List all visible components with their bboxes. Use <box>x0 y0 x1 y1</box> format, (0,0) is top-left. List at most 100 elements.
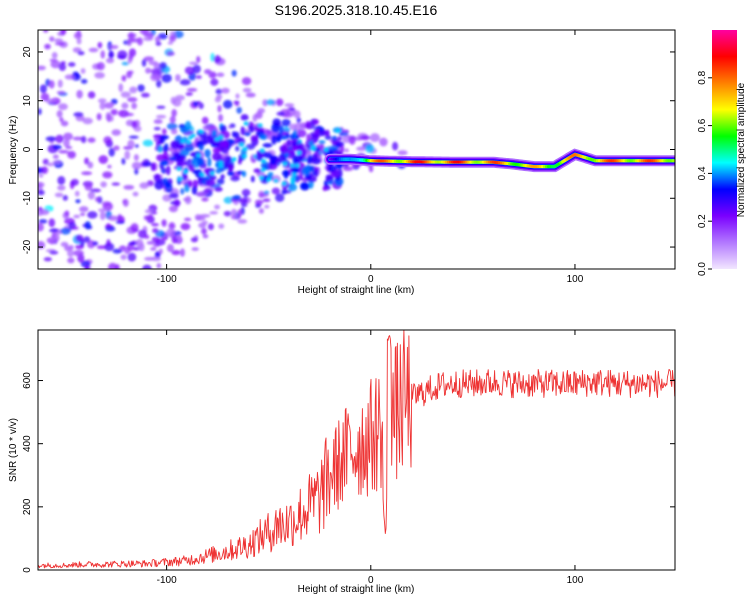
spectral-blob <box>107 215 119 221</box>
spectral-blob <box>59 117 64 122</box>
spectral-peak <box>231 157 237 162</box>
spectral-blob <box>48 80 55 89</box>
colorbar-scale <box>712 30 737 269</box>
spectral-blob <box>131 120 138 129</box>
spectral-peak <box>242 147 248 152</box>
spectral-blob <box>127 252 137 262</box>
spectral-blob <box>81 171 93 175</box>
spectral-blob <box>143 56 154 62</box>
spectral-blob <box>60 120 69 127</box>
spectral-blob <box>121 157 126 165</box>
spectral-blob <box>76 89 83 99</box>
spectral-blob <box>118 83 124 93</box>
spectral-peak <box>198 129 204 134</box>
spectral-peak <box>259 148 265 153</box>
spectral-blob <box>339 145 345 154</box>
spectral-blob <box>132 191 139 197</box>
spectral-blob <box>244 131 251 137</box>
snr-series-line <box>38 330 675 569</box>
spectral-blob <box>141 59 147 67</box>
snr-frame <box>37 329 676 571</box>
spectral-blob <box>217 105 222 113</box>
spectrogram-x-ticks: -100 0 100 <box>157 30 584 285</box>
spectral-blob <box>57 175 66 185</box>
y-tick-label: -20 <box>22 239 33 254</box>
spectral-blob <box>152 228 159 234</box>
spectral-peak <box>218 160 224 165</box>
colorbar-tick-label: 0.6 <box>697 118 708 132</box>
y-tick-label: 400 <box>22 435 33 452</box>
spectral-blob <box>248 125 255 133</box>
spectral-blob <box>99 211 106 221</box>
y-tick-label: 600 <box>22 372 33 389</box>
spectral-blob <box>199 214 211 218</box>
spectral-blob <box>279 124 284 135</box>
spectral-blob <box>151 236 161 243</box>
spectral-blob <box>99 102 106 110</box>
spectral-blob <box>263 190 270 195</box>
spectral-blob <box>117 50 128 60</box>
spectrogram-y-ticks: -20 -10 0 10 20 <box>22 46 675 254</box>
spectral-blob <box>64 74 76 80</box>
spectral-blob <box>189 61 198 66</box>
spectral-blob <box>115 263 120 269</box>
spectral-blob <box>287 149 294 155</box>
spectral-blob <box>282 127 291 132</box>
spectral-blob <box>155 114 167 119</box>
spectral-blob <box>153 126 161 131</box>
spectral-blob <box>58 150 69 154</box>
spectral-blob <box>196 75 202 79</box>
spectral-blob <box>107 164 112 169</box>
spectral-peak <box>190 133 196 138</box>
spectral-blob <box>332 169 340 178</box>
spectral-blob <box>170 96 177 105</box>
spectral-peak <box>257 123 263 128</box>
spectral-blob <box>292 129 298 139</box>
spectral-blob <box>191 185 198 195</box>
spectral-peak <box>291 172 297 177</box>
spectral-blob <box>216 94 223 99</box>
spectral-blob <box>130 223 139 233</box>
spectral-blob <box>237 208 242 218</box>
spectral-blob <box>108 147 115 157</box>
spectral-blob <box>328 180 334 185</box>
colorbar-label: Normalized spectral amplitude <box>736 82 747 217</box>
spectral-blob <box>166 51 175 56</box>
spectral-blob <box>103 136 112 145</box>
y-tick-label: 20 <box>22 46 33 58</box>
spectral-blob <box>204 148 211 158</box>
spectral-blob <box>134 144 139 148</box>
spectral-blob <box>196 56 201 64</box>
spectral-blob <box>216 72 225 78</box>
spectral-blob <box>72 136 84 141</box>
spectral-blob <box>150 162 156 172</box>
spectral-blob <box>186 87 198 92</box>
spectral-peak <box>281 181 287 186</box>
spectral-blob <box>159 136 165 144</box>
spectral-blob <box>227 164 234 172</box>
spectral-blob <box>198 102 204 110</box>
spectral-blob <box>102 202 114 211</box>
spectral-blob <box>158 248 163 255</box>
spectral-blob <box>117 214 123 223</box>
spectral-blob <box>161 128 167 135</box>
spectral-blob <box>58 63 67 71</box>
spectral-blob <box>304 174 312 180</box>
spectral-blob <box>76 37 82 45</box>
spectral-blob <box>128 51 134 61</box>
spectral-blob <box>161 73 172 83</box>
spectral-blob <box>97 41 103 49</box>
spectral-blob <box>168 192 179 199</box>
spectral-blob <box>288 183 298 192</box>
spectral-blob <box>100 50 106 59</box>
spectral-blob <box>64 210 70 217</box>
spectral-blob <box>175 74 181 82</box>
spectral-blob <box>120 245 126 250</box>
spectral-peak <box>258 175 264 180</box>
spectral-blob <box>73 250 84 257</box>
spectral-blob <box>237 219 248 224</box>
spectral-peak <box>182 169 188 174</box>
spectral-blob <box>49 241 55 245</box>
spectral-blob <box>137 84 145 92</box>
spectral-peak <box>180 139 186 144</box>
